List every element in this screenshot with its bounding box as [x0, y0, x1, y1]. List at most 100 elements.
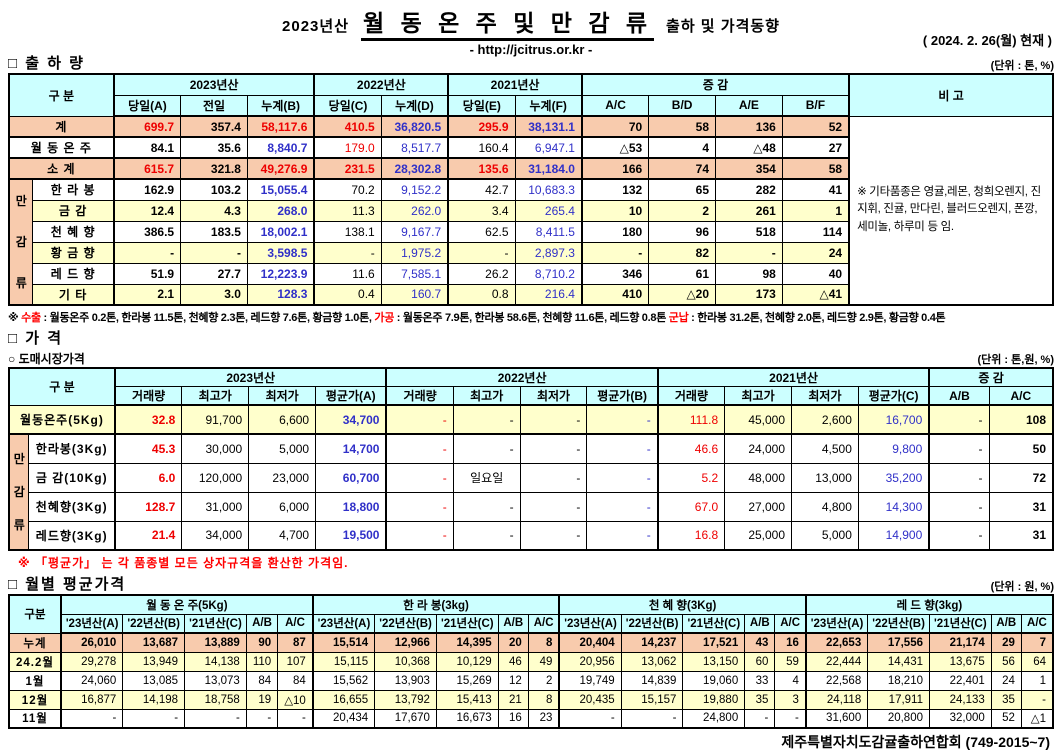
site-url[interactable]: - http://jcitrus.or.kr -: [469, 42, 593, 57]
col-subheader: 당일(A): [112, 94, 182, 117]
data-cell: 20,800: [867, 708, 930, 729]
data-cell: 52: [781, 115, 850, 138]
data-cell: 31,184.0: [514, 157, 583, 180]
table-row: 11월 - - - - -20,434 17,670 16,673 16 23- -24,800- -…: [8, 708, 1054, 729]
data-cell: 2,600: [791, 404, 859, 435]
data-cell: 31,600: [804, 708, 869, 729]
data-cell: 24,800: [682, 708, 746, 729]
table-row: 24.2월 29,278 13,949 14,138 110 107 15,115 10,36…: [8, 651, 1054, 672]
data-cell: 15,514: [311, 632, 376, 653]
col-subheader: A/C: [988, 386, 1054, 406]
data-cell: 162.9: [112, 178, 182, 201]
data-cell: 12.4: [112, 199, 182, 222]
data-cell: 166: [580, 157, 650, 180]
data-cell: -: [452, 433, 521, 464]
data-cell: 8: [527, 632, 560, 653]
data-cell: 70.2: [313, 178, 382, 201]
col-subheader: 거래량: [385, 386, 454, 406]
data-cell: 11.3: [313, 199, 382, 222]
data-cell: -: [452, 404, 521, 435]
data-cell: 24,133: [929, 689, 992, 710]
data-cell: 19,500: [315, 520, 387, 551]
data-cell: -: [586, 520, 659, 551]
data-cell: 31: [988, 520, 1054, 551]
data-cell: 56: [990, 651, 1022, 672]
monthly-table: 구분 월 동 온 주(5Kg) 한 라 봉(3kg) 천 혜 향(3Kg) 레 드 향(…: [8, 594, 1054, 729]
data-cell: 19,749: [558, 670, 622, 691]
data-cell: 40: [781, 262, 850, 285]
data-cell: 8,710.2: [514, 262, 583, 285]
shipment-section-header: □ 출 하 량 (단위 : 톤, %): [8, 52, 1054, 73]
data-cell: 18,210: [867, 670, 930, 691]
col-header-category: 구 분: [8, 73, 115, 117]
data-cell: 13,949: [122, 651, 186, 672]
data-cell: 295.9: [447, 115, 516, 138]
data-cell: 31: [988, 491, 1054, 522]
data-cell: 31,000: [181, 491, 250, 522]
data-cell: 183.5: [180, 220, 248, 243]
row-label: 12월: [8, 689, 62, 710]
data-cell: 38,131.1: [514, 115, 583, 138]
table-row: 12월 16,877 14,198 18,758 19 △10 16,655 13,792 15…: [8, 689, 1054, 710]
row-label: 황 금 향: [32, 241, 115, 264]
col-subheader: '21년산(C): [435, 613, 499, 634]
col-subheader: 평균가(A): [315, 386, 387, 406]
row-label: 24.2월: [8, 651, 62, 672]
data-cell: 96: [648, 220, 717, 243]
data-cell: 108: [988, 404, 1054, 435]
data-cell: 2: [527, 670, 560, 691]
col-header-category: 구분: [8, 594, 62, 634]
data-cell: 13,000: [791, 462, 859, 493]
col-subheader: 최저가: [791, 386, 859, 406]
data-cell: 34,700: [315, 404, 387, 435]
data-cell: -: [385, 462, 454, 493]
as-of-date: ( 2024. 2. 26(월) 현재 ): [922, 33, 1052, 48]
row-label: 레 드 향: [32, 262, 115, 285]
data-cell: -: [519, 433, 588, 464]
data-cell: 87: [277, 632, 314, 653]
data-cell: 18,758: [184, 689, 247, 710]
data-cell: 5.2: [656, 462, 726, 493]
data-cell: -: [180, 241, 248, 264]
col-subheader: '23년산(A): [311, 613, 376, 634]
data-cell: 14,395: [435, 632, 499, 653]
data-cell: 357.4: [180, 115, 248, 138]
data-cell: 64: [1020, 651, 1054, 672]
col-group-header: 천 혜 향(3Kg): [558, 594, 807, 615]
data-cell: 615.7: [112, 157, 182, 180]
data-cell: 0.4: [313, 283, 382, 306]
data-cell: 29,278: [59, 651, 124, 672]
data-cell: 35,200: [857, 462, 930, 493]
data-cell: -: [122, 708, 186, 729]
data-cell: 4: [648, 136, 717, 159]
row-label: 기 타: [32, 283, 115, 306]
data-cell: 계 699.7 357.4 58,117.6 410.5 36,820.5 295.9 38,…: [8, 115, 1054, 306]
col-subheader: B/D: [648, 94, 717, 117]
data-cell: 24: [781, 241, 850, 264]
data-cell: -: [928, 491, 990, 522]
data-cell: 699.7: [112, 115, 182, 138]
data-cell: 74: [648, 157, 717, 180]
col-subheader: A/B: [744, 613, 776, 634]
data-cell: 59: [774, 651, 807, 672]
data-cell: 21: [497, 689, 529, 710]
data-cell: 46.6: [656, 433, 726, 464]
data-cell: -: [447, 241, 516, 264]
col-subheader: A/E: [715, 94, 783, 117]
data-cell: 5,000: [791, 520, 859, 551]
data-cell: 1,975.2: [380, 241, 449, 264]
col-subheader: '23년산(A): [558, 613, 622, 634]
row-group-label: 만 감 류: [8, 433, 30, 551]
title-year-prefix: 2023년산: [282, 18, 350, 35]
col-subheader: 최고가: [452, 386, 521, 406]
col-subheader: 거래량: [656, 386, 726, 406]
page-title: 월 동 온 주 및 만 감 류: [361, 4, 655, 41]
data-cell: 27,000: [724, 491, 793, 522]
row-label: 천 혜 향: [32, 220, 115, 243]
footnote-segment: : 월동온주 7.9톤, 한라봉 58.6톤, 천혜향 11.6톤, 레드향 0…: [394, 312, 669, 324]
data-cell: -: [586, 491, 659, 522]
data-cell: 19,060: [682, 670, 746, 691]
data-cell: -: [928, 520, 990, 551]
data-cell: △41: [781, 283, 850, 306]
